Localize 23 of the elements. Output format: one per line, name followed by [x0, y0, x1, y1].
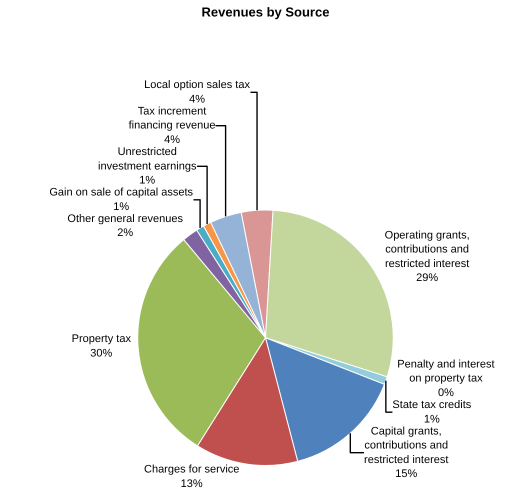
slice-label: Charges for service [144, 464, 240, 476]
data-label: 4% [189, 93, 206, 106]
chart-title: Revenues by Source [202, 4, 330, 20]
text: 0% [438, 386, 454, 399]
slice-label: Gain on sale of capital assets [49, 186, 194, 199]
data-label: 13% [180, 478, 203, 490]
data-label: 30% [90, 347, 113, 360]
data-label: 1% [113, 200, 130, 213]
slice-label: Local option sales tax [144, 79, 250, 92]
slice-label: Property tax [72, 333, 132, 346]
data-label: 1% [424, 413, 440, 426]
data-label: 2% [117, 227, 134, 240]
slice-label: Other general revenues [67, 212, 184, 225]
data-label: 15% [395, 468, 418, 480]
slice-label: Operating grants, contributions and restricted interest [384, 229, 470, 270]
slice-label: Unrestricted investment earnings [98, 146, 197, 172]
data-label: 4% [164, 134, 180, 146]
data-label: 29% [416, 272, 438, 284]
category-label: Penalty and interest on property tax [397, 358, 495, 385]
slice-label: Tax increment financing revenue [128, 105, 216, 132]
data-label: 1% [139, 174, 156, 187]
slice-label: Capital grants, contributions and restricted interest [364, 425, 448, 466]
slice-label: State tax credits [392, 398, 472, 411]
